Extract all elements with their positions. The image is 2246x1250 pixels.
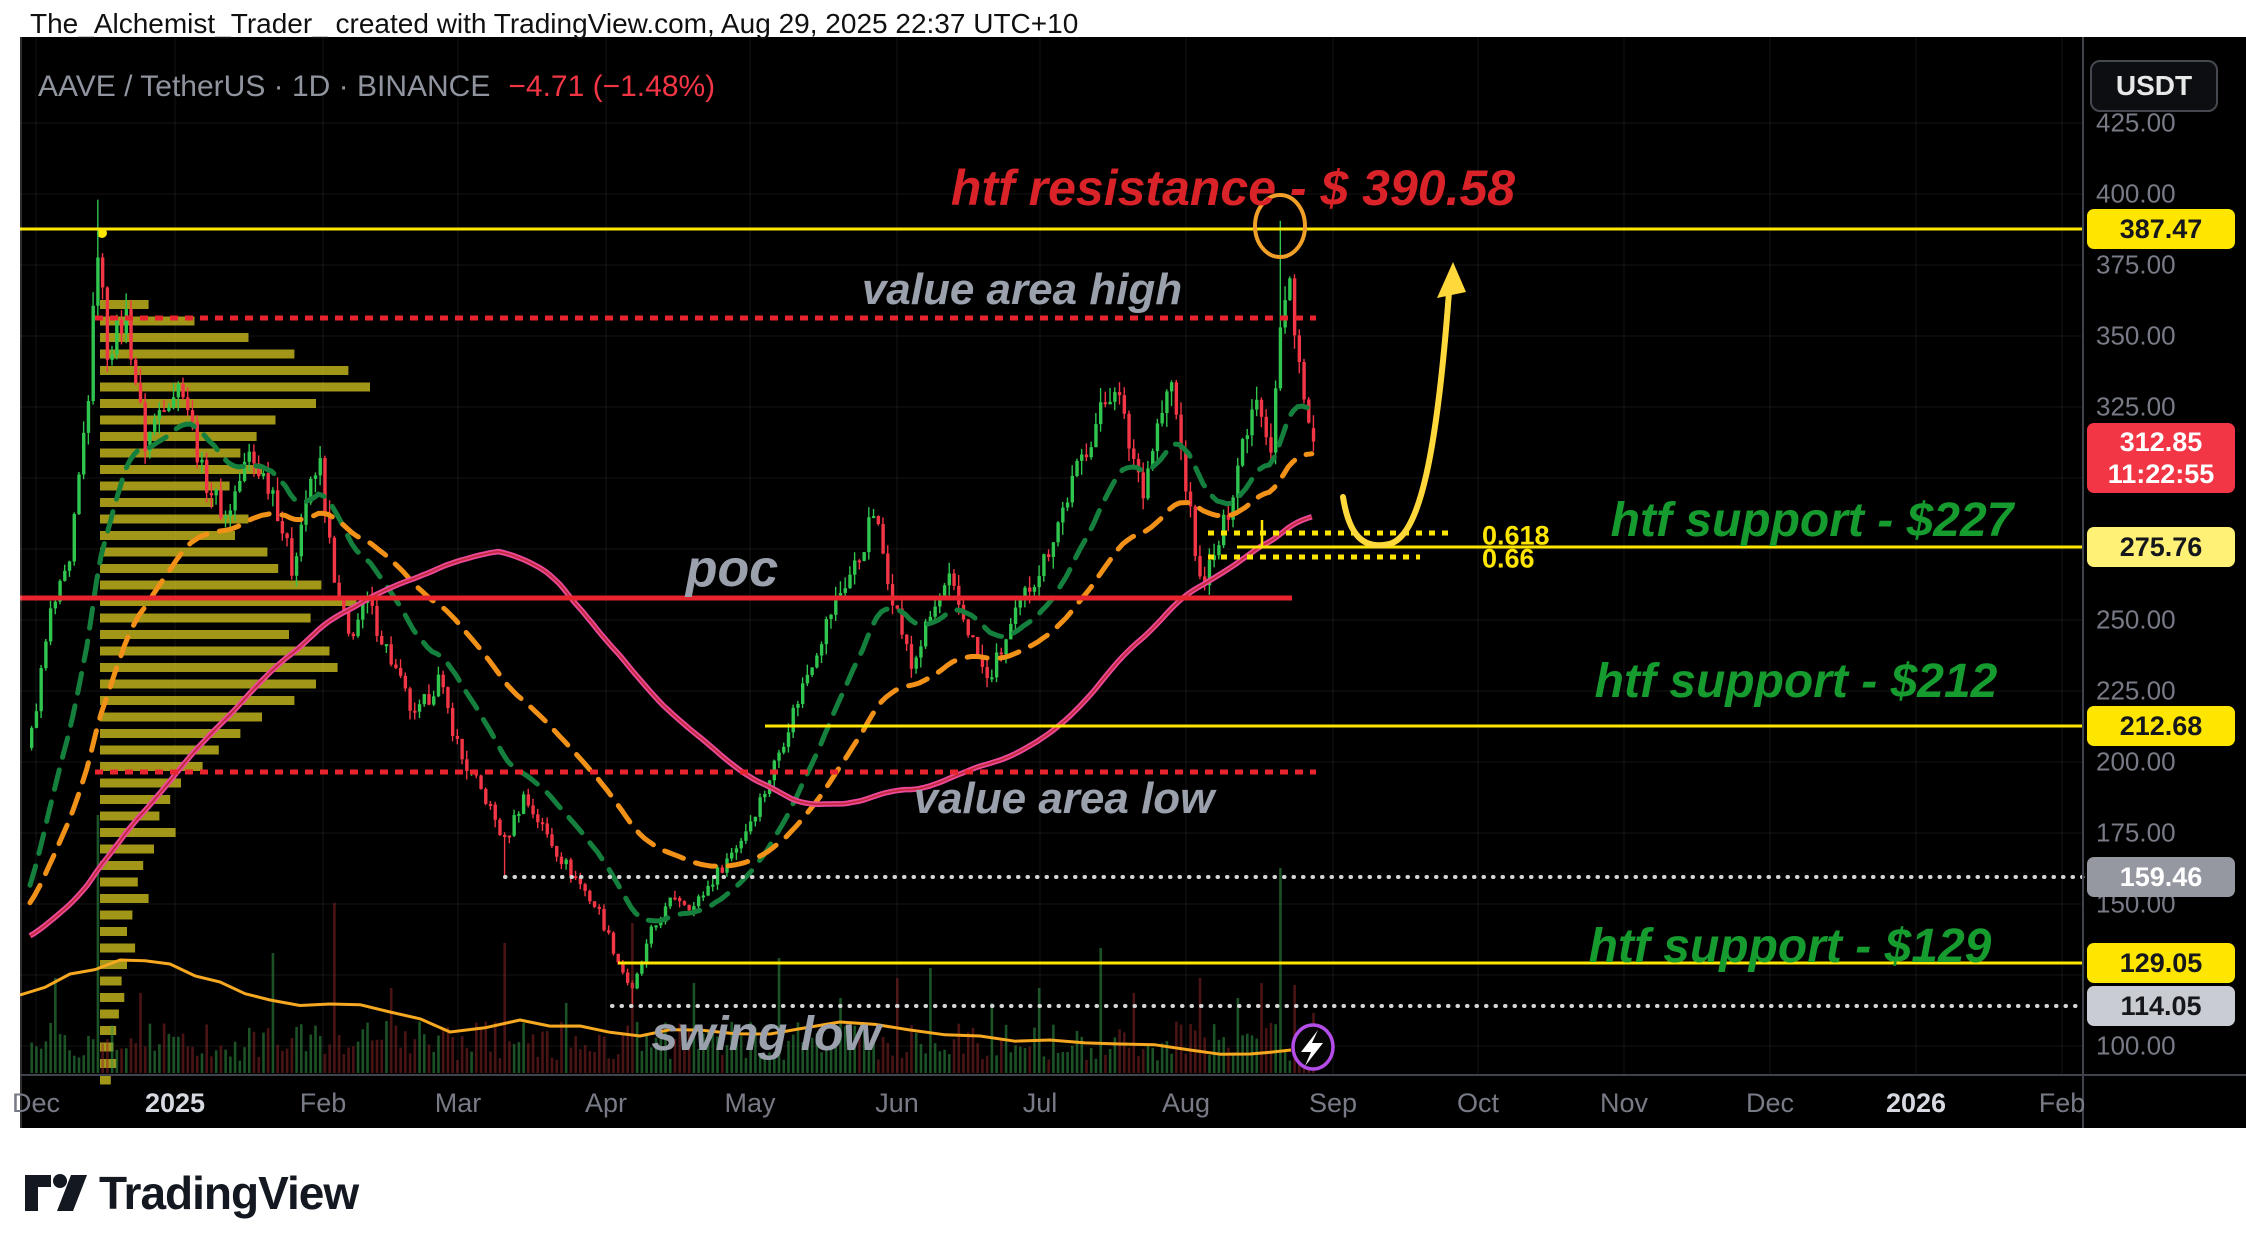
value-area-high-label[interactable]: value area high — [861, 265, 1183, 314]
htf-support-227-label[interactable]: htf support - $227 — [1610, 494, 2014, 547]
time-label-apr: Apr — [584, 1088, 628, 1118]
price-tick: 375.00 — [2096, 249, 2176, 280]
price-tick: 175.00 — [2096, 817, 2176, 848]
chart-background — [20, 37, 2246, 1128]
baseline-indicator-line[interactable] — [19, 958, 1292, 1056]
time-label-dec: Dec — [11, 1088, 61, 1118]
ema-slow-line[interactable] — [27, 451, 1315, 906]
currency-toggle-button[interactable]: USDT — [2090, 60, 2218, 112]
ema-fast-line[interactable] — [27, 403, 1315, 924]
time-label-nov: Nov — [1599, 1088, 1649, 1118]
lightning-bolt-glyph — [1301, 1030, 1323, 1066]
time-label-2026: 2026 — [1885, 1088, 1947, 1118]
price-badge-275: 275.76 — [2087, 527, 2235, 567]
wick-circle-marker[interactable] — [1253, 193, 1307, 259]
time-label-jul: Jul — [1022, 1088, 1058, 1118]
time-label-mar: Mar — [434, 1088, 482, 1118]
price-tick: 400.00 — [2096, 178, 2176, 209]
htf-support-212-label[interactable]: htf support - $212 — [1594, 655, 1998, 708]
price-badge-129: 129.05 — [2087, 943, 2235, 983]
swing-low-label[interactable]: swing low — [651, 1008, 881, 1061]
tradingview-logo: TradingView — [23, 1166, 359, 1220]
value-area-low-label[interactable]: value area low — [913, 774, 1215, 823]
grid-lines — [20, 37, 2083, 1075]
attribution-text: The_Alchemist_Trader_ created with Tradi… — [30, 8, 1079, 39]
price-change: −4.71 (−1.48%) — [508, 70, 716, 103]
time-label-dec: Dec — [1745, 1088, 1795, 1118]
time-label-may: May — [724, 1088, 776, 1118]
htf-resistance-label[interactable]: htf resistance - $ 390.58 — [950, 160, 1516, 216]
time-label-sep: Sep — [1308, 1088, 1358, 1118]
price-badge-212: 212.68 — [2087, 706, 2235, 746]
projection-arrow-head — [1437, 262, 1466, 298]
price-tick: 425.00 — [2096, 107, 2176, 138]
price-tick: 350.00 — [2096, 320, 2176, 351]
symbol-title[interactable]: AAVE / TetherUS · 1D · BINANCE — [38, 70, 491, 103]
price-badge-387: 387.47 — [2087, 209, 2235, 249]
tradingview-logo-icon — [25, 1174, 87, 1211]
price-tick: 250.00 — [2096, 604, 2176, 635]
last-price-badge: 312.85 11:22:55 — [2087, 423, 2235, 493]
projection-arrow[interactable] — [1340, 289, 1452, 549]
htf-support-129-label[interactable]: htf support - $129 — [1588, 920, 1992, 973]
tradingview-logo-text: TradingView — [99, 1167, 359, 1219]
time-label-feb: Feb — [2038, 1088, 2086, 1118]
time-label-2025: 2025 — [144, 1088, 206, 1118]
time-label-aug: Aug — [1161, 1088, 1211, 1118]
price-tick: 100.00 — [2096, 1030, 2176, 1061]
price-badge-114: 114.05 — [2087, 986, 2235, 1026]
fib-0618-label: 0.618 — [1482, 520, 1550, 551]
poc-label[interactable]: poc — [685, 540, 779, 598]
time-label-feb: Feb — [299, 1088, 347, 1118]
symbol-legend[interactable]: AAVE / TetherUS · 1D · BINANCE −4.71 (−1.… — [38, 70, 715, 104]
price-tick: 200.00 — [2096, 746, 2176, 777]
price-tick: 225.00 — [2096, 675, 2176, 706]
time-label-oct: Oct — [1456, 1088, 1500, 1118]
sma-100-core — [29, 515, 1313, 937]
fib-066-label: 0.66 — [1482, 543, 1535, 574]
time-label-jun: Jun — [875, 1088, 919, 1118]
price-tick: 325.00 — [2096, 391, 2176, 422]
price-badge-159: 159.46 — [2087, 857, 2235, 897]
volume-profile — [100, 300, 370, 1085]
